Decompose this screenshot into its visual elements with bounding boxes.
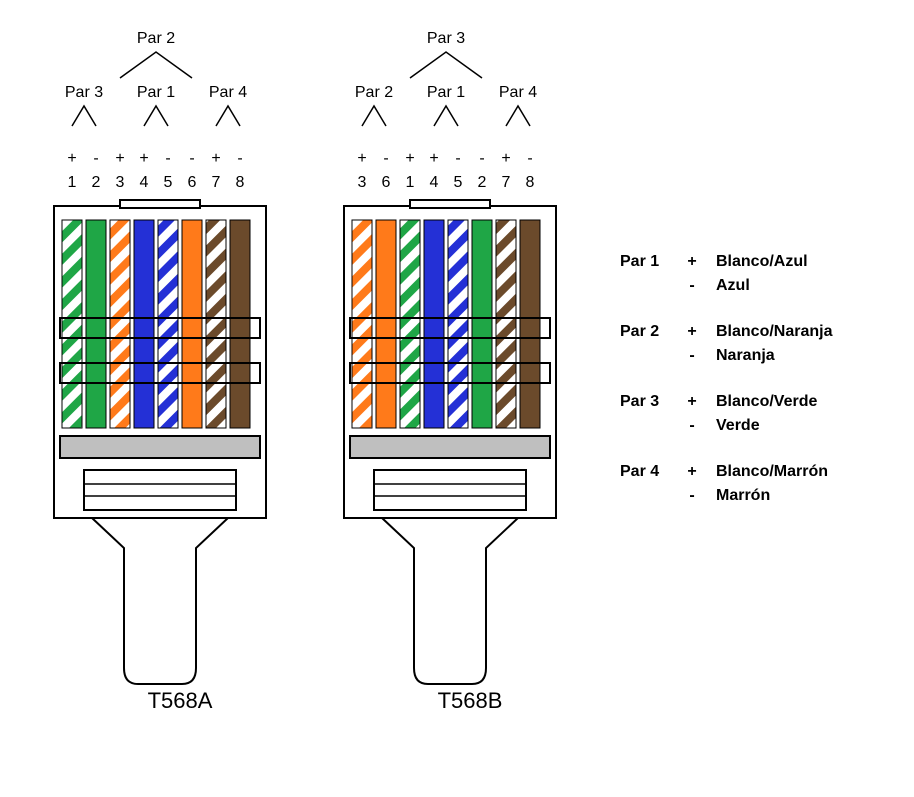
polarity-row: +-++--+- [50,150,310,174]
pin-number-cell: 4 [422,174,446,192]
pair-labels: Par 3 Par 2 Par 1 Par 4 [340,30,600,150]
rj45-wiring-diagram: Par 2Par 3Par 1Par 4+-++--+-12345678T568… [0,0,914,797]
pin-number-cell: 6 [374,174,398,192]
legend-plus-color: Blanco/Marrón [704,460,828,484]
legend-pair-name: Par 2 [620,320,680,344]
legend-plus-sign: + [680,390,704,414]
legend-minus-color: Marrón [704,484,770,508]
legend-minus-sign: - [680,344,704,368]
polarity-cell: - [180,150,204,168]
pin-number-cell: 8 [518,174,542,192]
pin-number-cell: 4 [132,174,156,192]
polarity-cell: + [422,150,446,168]
legend-plus-color: Blanco/Azul [704,250,808,274]
polarity-cell: - [446,150,470,168]
legend-pair-name: Par 4 [620,460,680,484]
polarity-row: +-++--+- [340,150,600,174]
pair-labels: Par 2 Par 3 Par 1 Par 4 [50,30,310,150]
pin-number-cell: 2 [84,174,108,192]
pin-number-cell: 2 [470,174,494,192]
pair-top-label: Par 3 [416,30,476,48]
pin-number-cell: 1 [398,174,422,192]
pin-number-cell: 1 [60,174,84,192]
pair-row-label: Par 2 [344,84,404,102]
pair-row-label: Par 3 [54,84,114,102]
legend-plus-sign: + [680,250,704,274]
pin-number-cell: 5 [446,174,470,192]
legend-minus-color: Verde [704,414,760,438]
legend-minus-color: Naranja [704,344,775,368]
pin-number-row: 36145278 [340,174,600,198]
pin-number-cell: 7 [204,174,228,192]
pin-number-cell: 3 [108,174,132,192]
legend-pair: Par 1+Blanco/Azul-Azul [620,250,832,298]
pin-number-cell: 5 [156,174,180,192]
polarity-cell: + [494,150,518,168]
rj45-connector-icon [50,198,270,678]
rj45-connector-icon [340,198,560,678]
legend-minus-sign: - [680,274,704,298]
pin-number-cell: 3 [350,174,374,192]
polarity-cell: - [84,150,108,168]
legend-plus-sign: + [680,460,704,484]
legend-plus-color: Blanco/Verde [704,390,817,414]
color-legend: Par 1+Blanco/Azul-AzulPar 2+Blanco/Naran… [620,250,832,530]
polarity-cell: - [470,150,494,168]
polarity-cell: - [228,150,252,168]
connector-B: Par 3Par 2Par 1Par 4+-++--+-36145278T568… [340,30,600,714]
legend-pair-name: Par 3 [620,390,680,414]
pair-row-label: Par 4 [198,84,258,102]
polarity-cell: - [156,150,180,168]
polarity-cell: + [60,150,84,168]
legend-plus-sign: + [680,320,704,344]
connector-A: Par 2Par 3Par 1Par 4+-++--+-12345678T568… [50,30,310,714]
polarity-cell: + [204,150,228,168]
pair-row-label: Par 1 [416,84,476,102]
polarity-cell: - [518,150,542,168]
pin-number-row: 12345678 [50,174,310,198]
legend-pair: Par 2+Blanco/Naranja-Naranja [620,320,832,368]
pin-number-cell: 6 [180,174,204,192]
polarity-cell: + [108,150,132,168]
polarity-cell: + [132,150,156,168]
pin-number-cell: 7 [494,174,518,192]
legend-pair-name: Par 1 [620,250,680,274]
legend-minus-color: Azul [704,274,750,298]
polarity-cell: + [398,150,422,168]
legend-minus-sign: - [680,414,704,438]
pair-row-label: Par 4 [488,84,548,102]
polarity-cell: + [350,150,374,168]
legend-minus-sign: - [680,484,704,508]
pin-number-cell: 8 [228,174,252,192]
pair-top-label: Par 2 [126,30,186,48]
polarity-cell: - [374,150,398,168]
legend-pair: Par 3+Blanco/Verde-Verde [620,390,832,438]
legend-plus-color: Blanco/Naranja [704,320,832,344]
legend-pair: Par 4+Blanco/Marrón-Marrón [620,460,832,508]
pair-row-label: Par 1 [126,84,186,102]
